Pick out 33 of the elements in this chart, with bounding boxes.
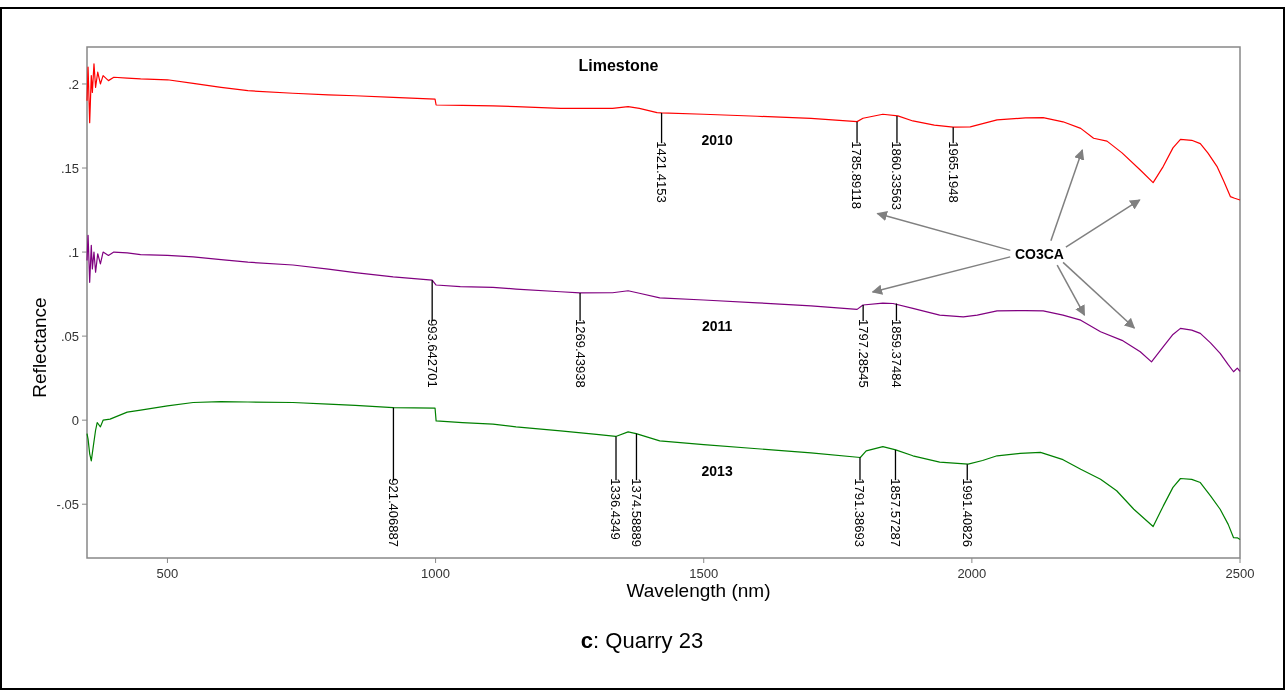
y-tick-label: -.05 [56,496,79,512]
x-tick-label: 2000 [957,566,987,581]
y-tick-label: .1 [68,244,79,260]
y-tick-label: .2 [68,76,79,92]
annotation: 1860.33563 [889,141,905,210]
annotation: 1857.57287 [887,478,903,547]
x-tick-label: 1500 [689,566,719,581]
series-label: 2010 [701,132,733,148]
annotation: 1269.43938 [572,319,588,388]
annotation: 1965.1948 [945,141,961,203]
annotation: 1374.58889 [628,478,644,547]
annotation: 1785.89118 [849,141,865,209]
annotation: 1336.4349 [608,478,624,540]
x-tick-label: 1000 [421,566,451,581]
annotation: 921.406887 [385,478,401,547]
annotation: 1859.37484 [888,319,904,388]
annotation: 993.642701 [424,319,440,388]
series-label: 2013 [701,462,733,479]
y-tick-label: .15 [60,160,79,176]
y-axis-title: Reflectance [29,297,50,398]
x-axis-title: Wavelength (nm) [626,580,771,601]
annotation: 1991.40826 [959,478,975,547]
text: Limestone [578,57,659,74]
annotation: 1797.28545 [855,319,871,388]
series-label: 2011 [701,317,733,334]
x-tick-label: 500 [156,566,179,581]
annotation: CO3CA [1014,245,1064,262]
y-tick-label: 0 [71,412,79,428]
y-tick-label: .05 [60,328,79,344]
annotation: 1791.38693 [852,478,868,547]
text: c: Quarry 23 [580,628,704,653]
annotation: 1421.4153 [654,141,670,203]
x-tick-label: 2500 [1225,566,1255,581]
